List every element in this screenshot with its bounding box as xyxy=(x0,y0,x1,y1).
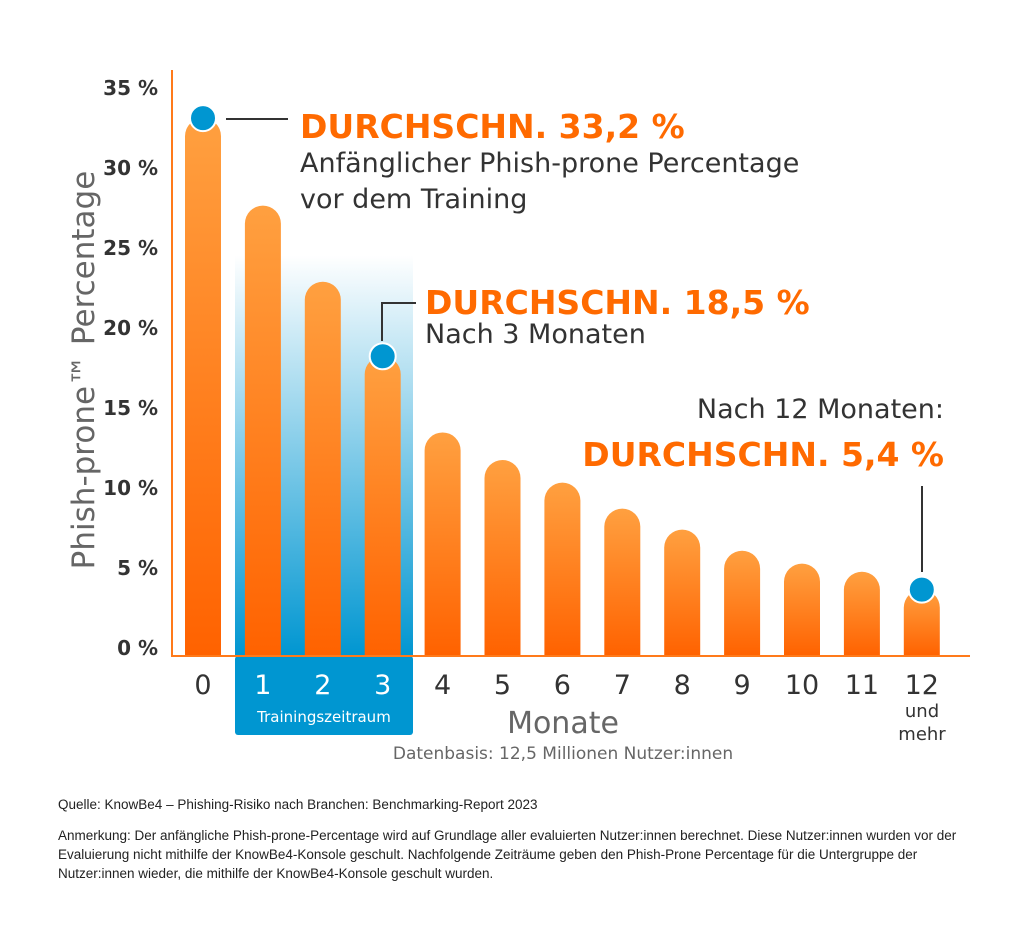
y-tick-label: 20 % xyxy=(103,316,158,340)
training-period-label-box xyxy=(235,656,413,735)
bar-month-11 xyxy=(843,571,880,656)
x-tick-label: 8 xyxy=(674,670,691,701)
footnote: Anmerkung: Der anfängliche Phish-prone-P… xyxy=(58,828,957,881)
x-sub-label-1: und xyxy=(905,701,939,722)
chart-subtitle: Datenbasis: 12,5 Millionen Nutzer:innen xyxy=(393,744,733,764)
annotation-0-headline: DURCHSCHN. 33,2 % xyxy=(300,107,685,146)
highlight-marker-month-3 xyxy=(368,342,397,371)
y-tick-label: 5 % xyxy=(117,556,158,580)
bar-month-2 xyxy=(304,281,341,656)
annotation-1-headline: DURCHSCHN. 18,5 % xyxy=(425,283,810,322)
x-tick-label: 12 xyxy=(905,670,939,701)
annotation-1-leader xyxy=(381,302,416,341)
x-tick-label: 11 xyxy=(845,670,879,701)
bar-month-3 xyxy=(364,356,401,656)
annotation-2-pre: Nach 12 Monaten: xyxy=(697,394,944,425)
bar-chart: Trainingszeitraum 0 % 5 % 10 % 15 % 20 % 25 %… xyxy=(66,70,970,764)
y-axis-title: Phish-prone™ Percentage xyxy=(66,171,102,570)
annotation-1-line-1: Nach 3 Monaten xyxy=(425,319,646,350)
annotation-2-headline: DURCHSCHN. 5,4 % xyxy=(582,435,944,474)
x-tick-label: 2 xyxy=(314,670,331,701)
x-tick-label: 3 xyxy=(374,670,391,701)
bar-month-9 xyxy=(724,550,761,656)
bar-month-4 xyxy=(424,432,461,656)
y-tick-label: 15 % xyxy=(103,396,158,420)
bar-month-12 xyxy=(903,589,940,656)
y-tick-label: 35 % xyxy=(103,76,158,100)
x-tick-label: 7 xyxy=(614,670,631,701)
bar-month-10 xyxy=(784,563,820,656)
y-tick-label: 0 % xyxy=(117,636,158,660)
highlight-marker-month-0 xyxy=(189,104,217,133)
x-tick-label: 10 xyxy=(785,670,819,701)
bar-month-8 xyxy=(664,529,701,656)
x-axis-title: Monate xyxy=(507,706,619,741)
x-tick-label: 6 xyxy=(554,670,571,701)
source-note: Quelle: KnowBe4 – Phishing-Risiko nach B… xyxy=(58,797,538,812)
x-tick-label: 0 xyxy=(194,670,211,701)
x-tick-label: 5 xyxy=(494,670,511,701)
annotation-0-line-1: Anfänglicher Phish-prone Percentage xyxy=(300,148,799,179)
x-tick-label: 4 xyxy=(434,670,451,701)
x-tick-label: 9 xyxy=(734,670,751,701)
y-tick-label: 30 % xyxy=(103,156,158,180)
bar-month-0 xyxy=(185,118,221,656)
bar-month-1 xyxy=(244,205,281,656)
y-tick-label: 10 % xyxy=(103,476,158,500)
x-sub-label-2: mehr xyxy=(898,724,946,745)
bar-month-7 xyxy=(604,508,641,656)
training-period-label: Trainingszeitraum xyxy=(256,708,391,726)
y-tick-label: 25 % xyxy=(103,236,158,260)
highlight-marker-month-12 xyxy=(907,575,936,604)
annotation-0-line-2: vor dem Training xyxy=(300,184,527,215)
x-tick-label: 1 xyxy=(254,670,271,701)
bar-month-6 xyxy=(544,482,581,656)
bar-month-5 xyxy=(484,459,521,656)
